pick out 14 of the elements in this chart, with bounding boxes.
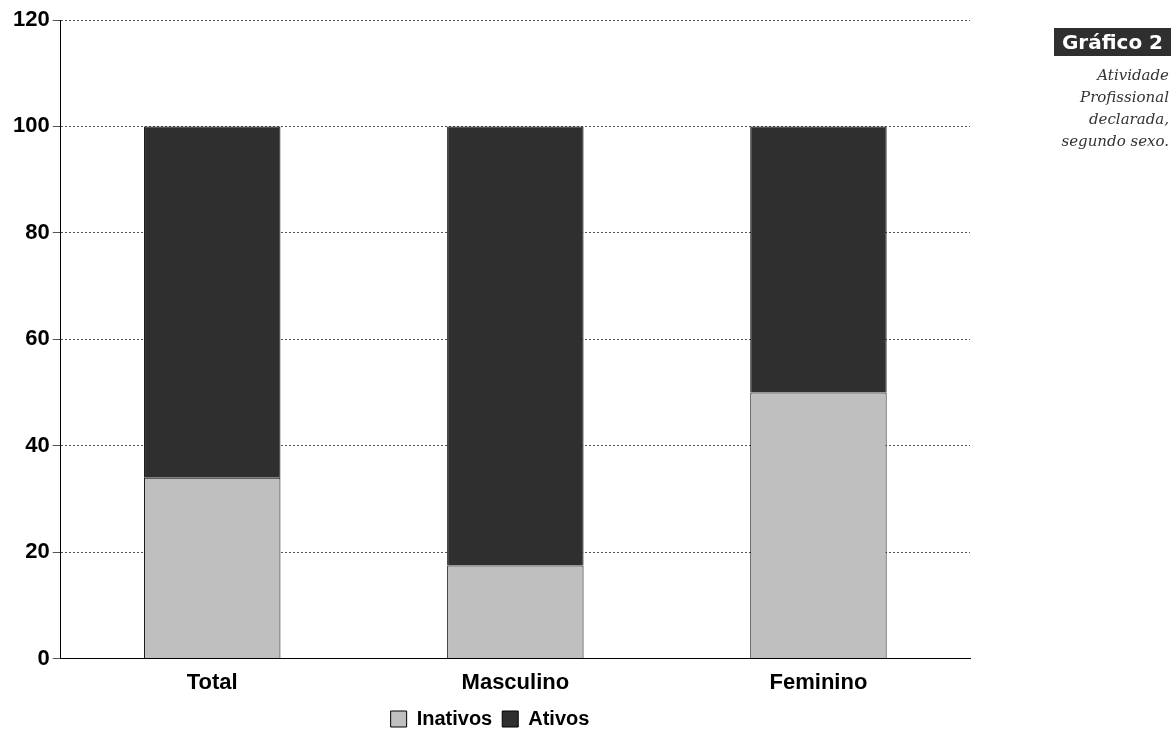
y-tick-label: 20 bbox=[25, 538, 50, 564]
y-tick-label: 0 bbox=[37, 644, 50, 670]
y-tick-label: 100 bbox=[12, 112, 50, 138]
legend-label: Inativos bbox=[416, 706, 493, 729]
text: Atividade Profissional declarada, segundo sexo. bbox=[1060, 65, 1169, 152]
x-tick-label: Feminino bbox=[769, 668, 868, 694]
legend-label: Ativos bbox=[528, 706, 590, 729]
y-tick-label: 120 bbox=[12, 6, 50, 32]
x-tick-label: Masculino bbox=[461, 668, 570, 694]
text: Gráfico 2 bbox=[1053, 28, 1171, 56]
y-tick-label: 40 bbox=[25, 431, 50, 457]
y-tick-label: 80 bbox=[25, 218, 50, 244]
x-tick-label: Total bbox=[186, 668, 238, 694]
y-tick-label: 60 bbox=[25, 325, 50, 351]
